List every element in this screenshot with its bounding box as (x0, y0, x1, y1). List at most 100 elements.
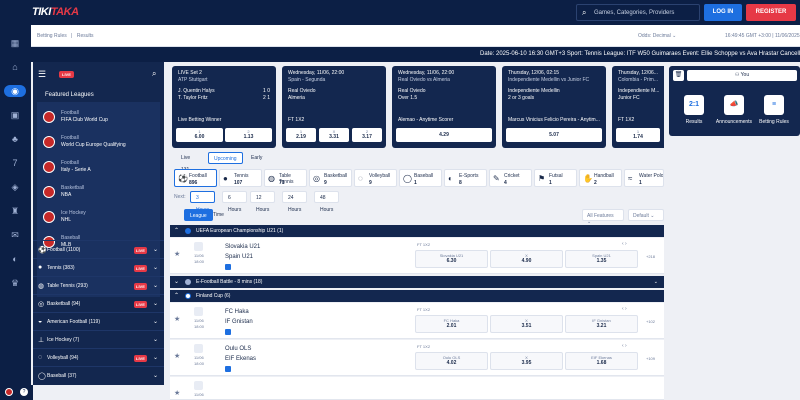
odd-button[interactable]: Slovakia U21 6.30 (415, 250, 488, 268)
home-icon[interactable]: ⌂ (12, 62, 18, 72)
you-tab[interactable]: ⚇ You (687, 70, 797, 81)
featured-card[interactable]: Wednesday, 11/06, 22:00 Real Oviedo vs A… (392, 66, 496, 148)
odd-button[interactable]: 5.07 (506, 128, 602, 142)
tile-tennis[interactable]: ● Tennis 107 (219, 169, 262, 187)
crown-icon[interactable]: ♛ (10, 278, 20, 288)
tile-cricket[interactable]: ✎ Cricket 4 (489, 169, 532, 187)
odd-button[interactable]: X 3.95 (490, 352, 563, 370)
featured-league[interactable]: Football FIFA Club World Cup (41, 106, 156, 130)
odd-button[interactable]: Oulu OLS 4.02 (415, 352, 488, 370)
featured-league[interactable]: Football Italy - Serie A (41, 156, 156, 180)
featured-league[interactable]: Football World Cup Europe Qualifying (41, 131, 156, 155)
betting-rules-icon[interactable]: ≡ (764, 95, 784, 115)
results-link[interactable]: Results (76, 33, 94, 39)
stats-icon[interactable] (225, 329, 231, 335)
tile-volleyball[interactable]: ◌ Volleyball 9 (354, 169, 397, 187)
help-icon[interactable]: ? (20, 388, 28, 396)
tile-handball[interactable]: ✋ Handball 2 (579, 169, 622, 187)
filter-3-hours[interactable]: 3 Hours (190, 191, 216, 213)
betting-rules-label[interactable]: Betting Rules (759, 119, 789, 125)
sport-row-tennis[interactable]: ● Tennis (383) LIVE ⌄ (33, 258, 164, 276)
odd-button[interactable]: 1 6.00 (176, 128, 223, 142)
odd-button[interactable]: X 3.31 (319, 128, 349, 142)
filter-48-hours[interactable]: 48 Hours (314, 191, 340, 213)
featured-card[interactable]: Thursday, 12/06... Colombia - Prim... In… (612, 66, 664, 148)
odd-button[interactable]: 4.29 (396, 128, 492, 142)
tab-upcoming[interactable]: Upcoming (208, 152, 243, 164)
tile-basketball[interactable]: ◎ Basketball 9 (309, 169, 352, 187)
tab-live[interactable]: Live 131 (181, 155, 191, 173)
featured-league[interactable]: Baseball MLB (41, 231, 156, 255)
league-header[interactable]: ⌃ UEFA European Championship U21 (1) (170, 225, 664, 237)
filter-6-hours[interactable]: 6 Hours (222, 191, 248, 213)
tile-esports[interactable]: ◐ E-Sports 8 (444, 169, 487, 187)
live-icon[interactable]: ▣ (10, 110, 20, 120)
grid-icon[interactable]: ▦ (10, 38, 20, 48)
odds-format-select[interactable]: Odds: Decimal ⌄ (638, 33, 677, 39)
esports-icon[interactable]: ◐ (12, 254, 18, 264)
odd-button[interactable]: EIF Ekenas 1.68 (565, 352, 638, 370)
market-arrows[interactable]: ‹ › (622, 306, 627, 312)
search-input[interactable]: ⌕ Games, Categories, Providers (576, 4, 700, 21)
sport-row-volleyball[interactable]: ◌ Volleyball (94) LIVE ⌄ (33, 348, 164, 366)
odd-button[interactable]: 2 3.17 (352, 128, 382, 142)
featured-league[interactable]: Basketball NBA (41, 181, 156, 205)
announcements-label[interactable]: Announcements (715, 119, 753, 125)
sport-row-football[interactable]: ⚽ Football (1100) LIVE ⌄ (33, 240, 164, 258)
megaphone-icon[interactable]: 📣 (724, 95, 744, 115)
featured-card[interactable]: Thursday, 12/06, 02:15 Independiente Med… (502, 66, 606, 148)
games-icon[interactable]: ◈ (11, 182, 19, 192)
logo[interactable]: TIKITAKA (32, 6, 79, 18)
sport-row-baseball[interactable]: ◯ Baseball (37) ⌄ (33, 366, 164, 384)
trophy-icon[interactable]: ♜ (10, 206, 20, 216)
trash-icon[interactable]: 🗑 (673, 70, 684, 81)
results-icon[interactable]: 2:1 (684, 95, 704, 115)
odd-button[interactable]: Spain U21 1.35 (565, 250, 638, 268)
sport-row-table-tennis[interactable]: ◍ Table Tennis (293) LIVE ⌄ (33, 276, 164, 294)
match-row[interactable]: ★ 11/06 18:00 FC Haka IF Gnistan FT 1X2 … (170, 303, 664, 339)
featured-card[interactable]: Wednesday, 11/06, 22:00 Spain - Segunda … (282, 66, 386, 148)
sport-row-basketball[interactable]: ◎ Basketball (94) LIVE ⌄ (33, 294, 164, 312)
star-icon[interactable]: ★ (174, 353, 181, 360)
promo-icon[interactable]: ✉ (11, 230, 19, 240)
odd-button[interactable]: X 4.90 (490, 250, 563, 268)
more-markets-link[interactable]: +218 (646, 254, 656, 259)
odd-button[interactable]: X 3.51 (490, 315, 563, 333)
filter-12-hours[interactable]: 12 Hours (250, 191, 276, 213)
featured-league[interactable]: Ice Hockey NHL (41, 206, 156, 230)
market-arrows[interactable]: ‹ › (622, 343, 627, 349)
search-icon[interactable]: ⌕ (152, 69, 157, 78)
stats-icon[interactable] (225, 264, 231, 270)
odd-button[interactable]: FC Haka 2.01 (415, 315, 488, 333)
tile-football[interactable]: ⚽ Football 896 (174, 169, 217, 187)
odd-button[interactable]: 2 1.13 (225, 128, 272, 142)
register-button[interactable]: REGISTER (746, 4, 796, 21)
filter-24-hours[interactable]: 24 Hours (282, 191, 308, 213)
casino-icon[interactable]: ♣ (12, 134, 18, 144)
slots-icon[interactable]: 7 (12, 158, 18, 168)
tile-table-tennis[interactable]: ◍ Table Tennis 71 (264, 169, 307, 187)
odd-button[interactable]: 1 2.19 (286, 128, 316, 142)
tab-early[interactable]: Early (251, 155, 263, 161)
odd-button[interactable]: IF Gnistan 3.21 (565, 315, 638, 333)
live-badge[interactable]: LIVE (59, 71, 74, 78)
tile-futsal[interactable]: ⚑ Futsal 1 (534, 169, 577, 187)
time-view-button[interactable]: Time (213, 212, 224, 218)
features-dropdown[interactable]: All Features ⌄ (582, 209, 624, 225)
tile-baseball[interactable]: ◯ Baseball 1 (399, 169, 442, 187)
league-view-button[interactable]: League (184, 209, 213, 221)
more-markets-link[interactable]: +102 (646, 319, 656, 324)
more-markets-link[interactable]: +109 (646, 356, 656, 361)
match-row[interactable]: ★ 11/06 18:00 Oulu OLS EIF Ekenas FT 1X2… (170, 340, 664, 376)
featured-card[interactable]: LIVE Set 2 ATP Stuttgart J. Quentin Haly… (172, 66, 276, 148)
match-row[interactable]: ★ 11/06 18:00 Slovakia U21 Spain U21 FT … (170, 238, 664, 274)
tile-water-polo[interactable]: ≈ Water Polo 1 (624, 169, 664, 187)
stats-icon[interactable] (225, 366, 231, 372)
sport-row-american-football[interactable]: ◒ American Football (119) ⌄ (33, 312, 164, 330)
star-icon[interactable]: ★ (174, 316, 181, 323)
odd-button[interactable]: 1 1.74 (616, 128, 660, 142)
betting-rules-link[interactable]: Betting Rules (37, 33, 67, 39)
match-row[interactable]: ★ 11/06 (170, 377, 664, 400)
sort-dropdown[interactable]: Default ⌄ (628, 209, 664, 221)
market-arrows[interactable]: ‹ › (622, 241, 627, 247)
